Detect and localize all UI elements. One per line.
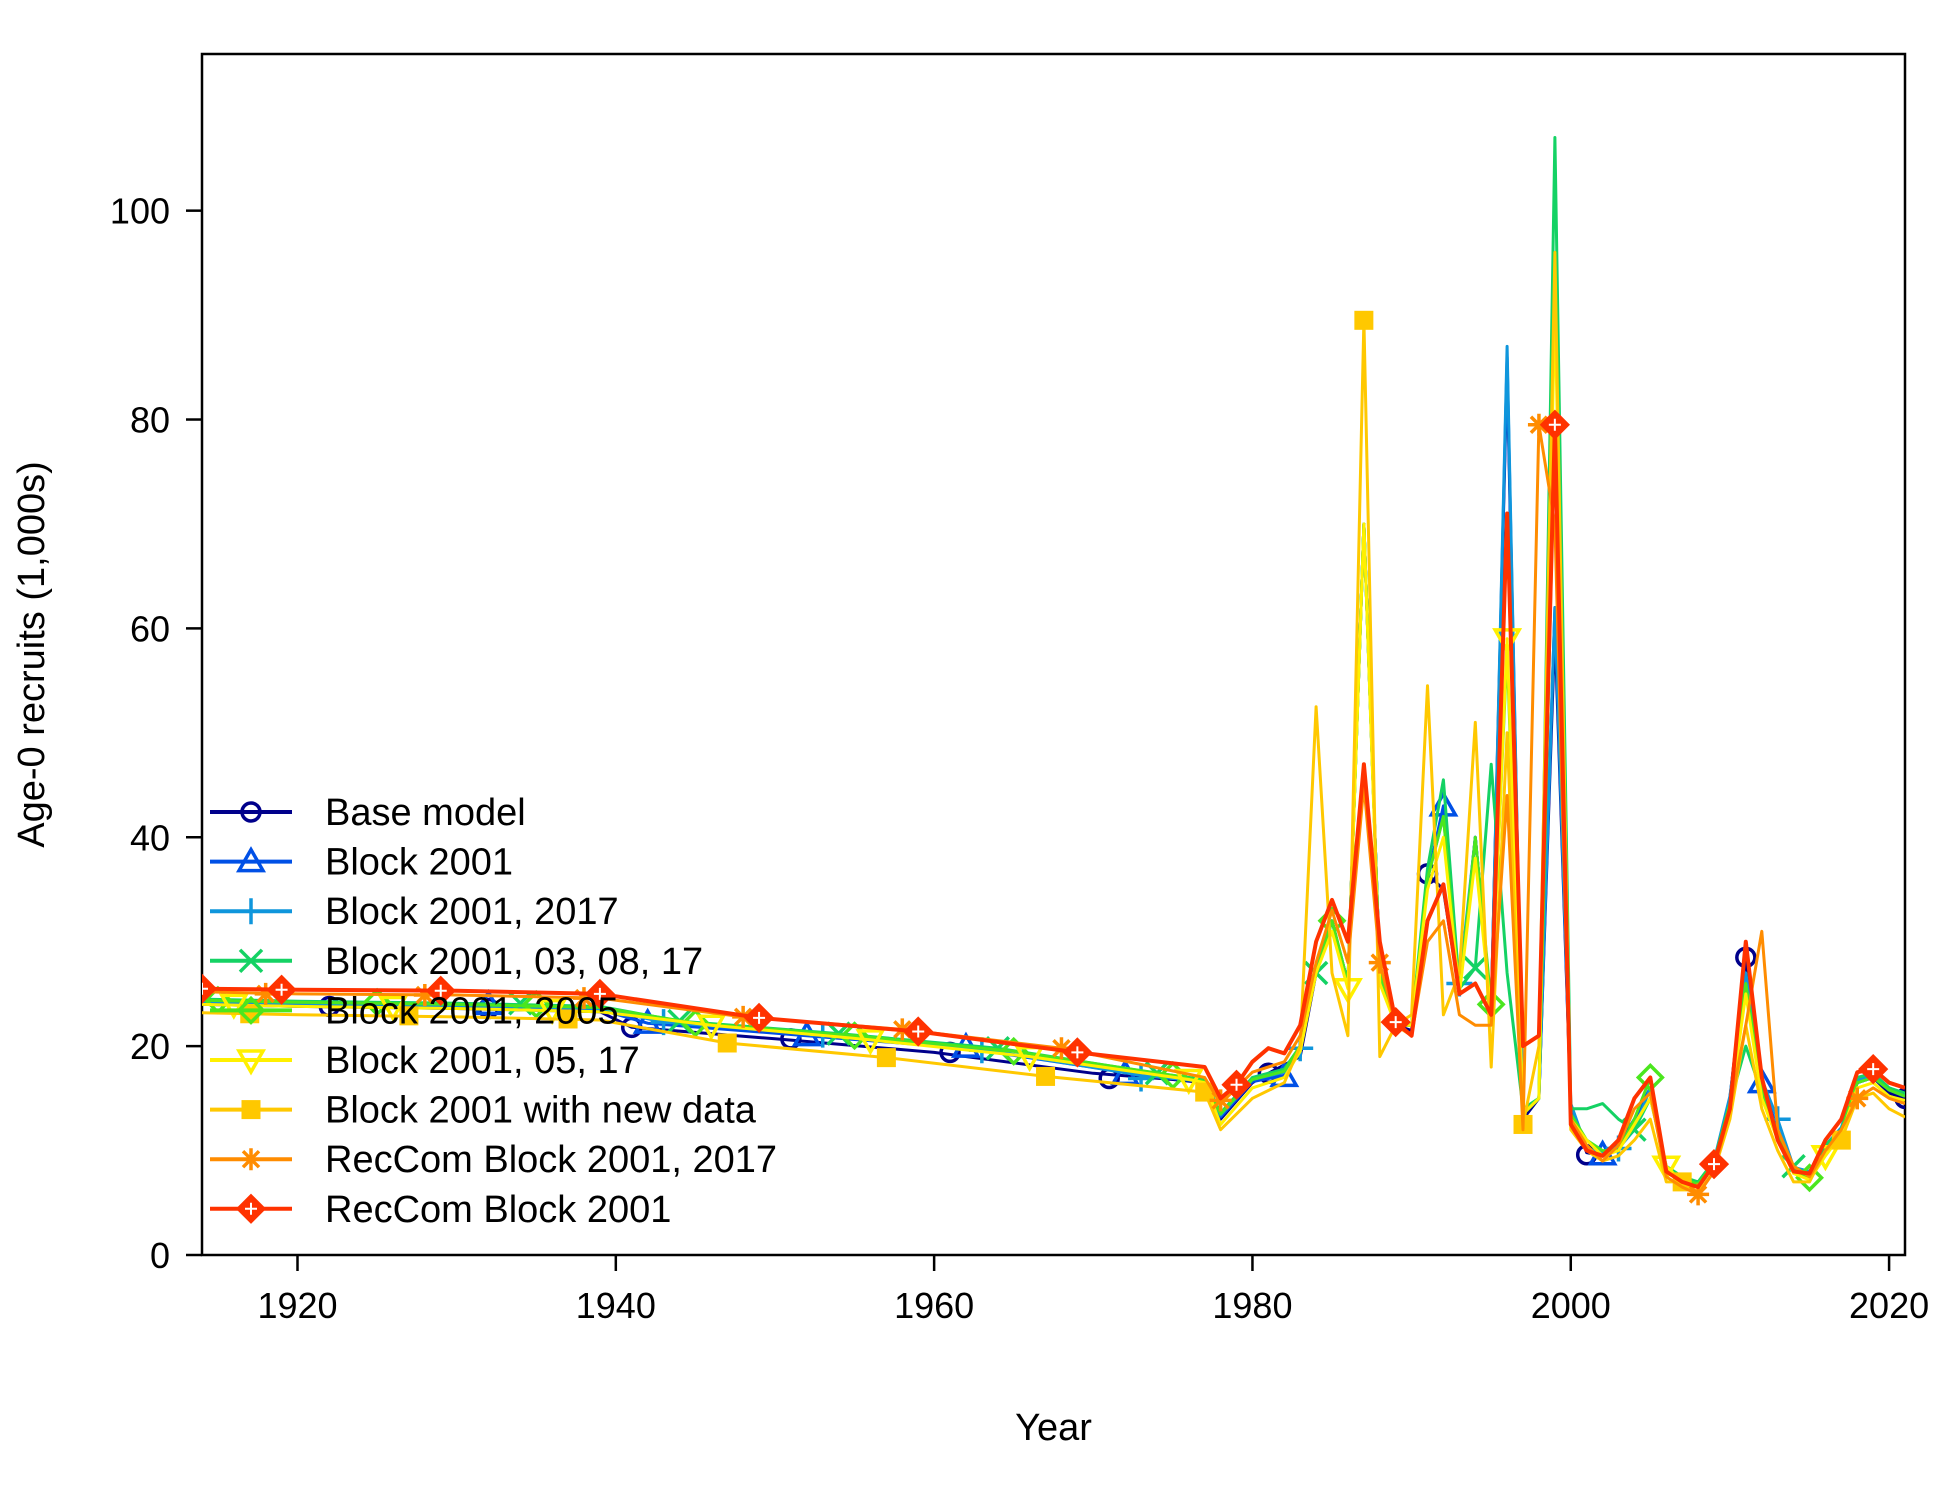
y-axis-title: Age-0 recruits (1,000s) (11, 461, 53, 848)
legend-item: Block 2001 with new data (210, 1090, 757, 1132)
x-tick-label: 2020 (1849, 1285, 1929, 1326)
legend-marker (240, 801, 262, 823)
legend-label: RecCom Block 2001, 2017 (325, 1139, 777, 1181)
x-tick-label: 1980 (1212, 1285, 1292, 1326)
data-point (1354, 310, 1374, 330)
y-tick-label: 60 (130, 608, 170, 649)
data-point (572, 987, 595, 1010)
data-point (558, 1009, 578, 1029)
data-point (1209, 1089, 1232, 1112)
legend-label: Base model (325, 792, 526, 834)
data-point (903, 1016, 934, 1047)
data-point (1831, 1130, 1851, 1150)
legend-label: Block 2001, 2005 (325, 990, 619, 1032)
legend-item: RecCom Block 2001, 2017 (210, 1139, 777, 1181)
legend-marker (236, 995, 266, 1025)
series-layer (202, 136, 1905, 1206)
data-point (1846, 1087, 1869, 1110)
legend-label: Block 2001 with new data (325, 1090, 757, 1132)
data-point (399, 1006, 419, 1026)
legend-item: Base model (210, 792, 526, 834)
data-point (413, 983, 436, 1006)
y-tick-label: 0 (150, 1235, 170, 1276)
data-point (377, 995, 409, 1022)
legend-item: Block 2001 (210, 842, 513, 884)
legend-marker (241, 1100, 261, 1120)
legend-marker (235, 846, 267, 873)
data-point (218, 993, 249, 1020)
data-point (1858, 1053, 1889, 1085)
data-point (1050, 1037, 1073, 1060)
data-point (1062, 1037, 1093, 1068)
y-tick-label: 40 (130, 817, 170, 858)
y-tick-label: 100 (110, 191, 170, 232)
legend-label: Block 2001, 05, 17 (325, 1040, 640, 1082)
data-point (1173, 1068, 1204, 1096)
x-tick-label: 2000 (1531, 1285, 1611, 1326)
legend-marker (240, 1148, 262, 1171)
legend-marker (235, 1049, 267, 1076)
legend-label: Block 2001, 03, 08, 17 (325, 941, 703, 983)
legend-item: Block 2001, 05, 17 (210, 1040, 640, 1082)
data-point (1368, 951, 1391, 974)
x-axis-title: Year (1015, 1407, 1092, 1449)
data-point (696, 1014, 727, 1041)
legend-label: Block 2001, 2017 (325, 891, 619, 933)
legend-label: RecCom Block 2001 (325, 1189, 671, 1231)
data-point (1463, 955, 1488, 981)
legend-item: Block 2001, 03, 08, 17 (210, 941, 703, 983)
data-point (680, 1008, 710, 1038)
legend-label: Block 2001 (325, 842, 513, 884)
data-point (1539, 409, 1570, 440)
series-line (202, 250, 1905, 1194)
data-point (1651, 1155, 1682, 1182)
legend-marker (238, 948, 264, 974)
data-point (584, 978, 616, 1010)
axes: 1920 1940 1960 1980 2000 2020 0 20 40 60 80 100 (110, 52, 1929, 1326)
legend-marker (238, 898, 264, 925)
y-tick-label: 80 (130, 400, 170, 441)
legend: Base model Block 2001 Block 2001, 2017 Bloc… (210, 792, 777, 1231)
data-point (1698, 1149, 1730, 1180)
data-point (1380, 1006, 1411, 1038)
legend-item: Block 2001, 2005 (210, 990, 619, 1032)
x-tick-label: 1920 (257, 1285, 337, 1326)
x-tick-label: 1940 (576, 1285, 656, 1326)
data-point (1221, 1069, 1252, 1100)
data-point (1687, 1183, 1710, 1206)
plot-frame (200, 52, 1907, 1257)
data-point (876, 1048, 896, 1068)
data-point (1036, 1066, 1056, 1086)
legend-item: Block 2001, 2017 (210, 891, 619, 933)
x-tick-label: 1960 (894, 1285, 974, 1326)
series-line (202, 423, 1905, 1196)
data-point (743, 1002, 775, 1034)
data-point (202, 973, 218, 1004)
legend-marker (235, 1193, 267, 1224)
data-point (537, 998, 568, 1026)
data-point (266, 974, 297, 1005)
data-point (1527, 413, 1550, 436)
data-point (425, 975, 456, 1006)
series-9 (202, 409, 1905, 1190)
legend-item: RecCom Block 2001 (210, 1189, 671, 1231)
data-point (717, 1033, 737, 1053)
data-point (254, 982, 277, 1005)
y-tick-label: 20 (130, 1026, 170, 1067)
data-point (855, 1029, 886, 1056)
